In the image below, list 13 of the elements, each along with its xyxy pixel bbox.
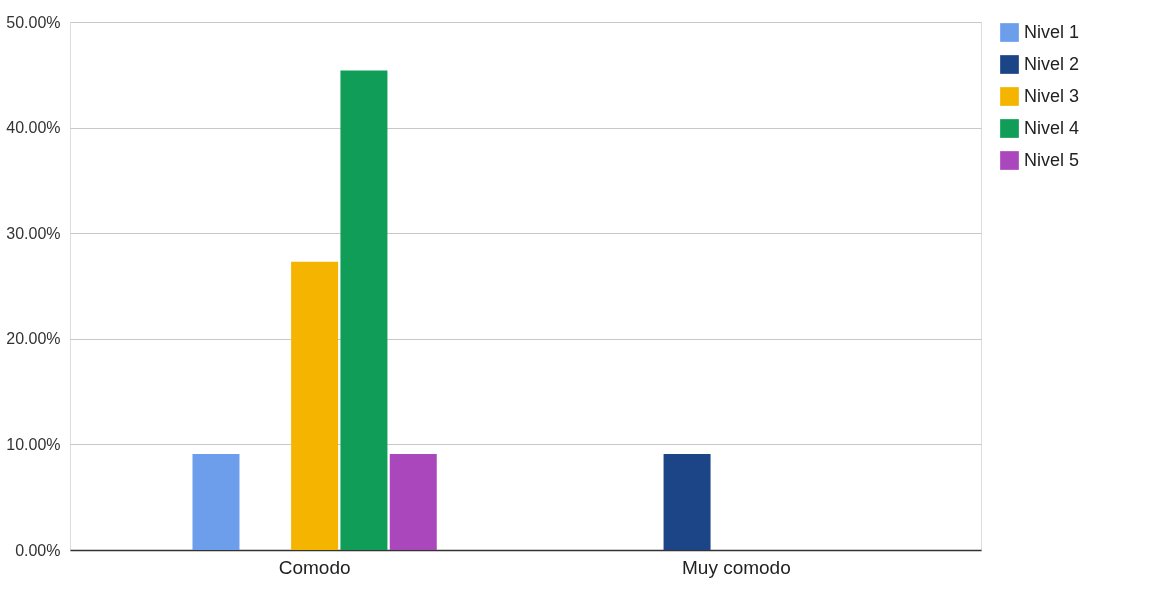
x-tick-label: Muy comodo (681, 556, 791, 578)
y-tick-label: 0.00% (15, 541, 61, 559)
y-tick-label: 10.00% (6, 435, 61, 453)
y-tick-label: 40.00% (6, 119, 61, 137)
y-tick-label: 30.00% (6, 224, 61, 242)
legend-label: Nivel 1 (1024, 21, 1080, 42)
legend-label: Nivel 5 (1024, 149, 1080, 170)
legend-label: Nivel 4 (1024, 117, 1080, 138)
legend-label: Nivel 3 (1024, 85, 1080, 106)
legend-label: Nivel 2 (1024, 53, 1080, 74)
y-tick-label: 50.00% (6, 13, 61, 31)
y-tick-label: 20.00% (6, 330, 61, 348)
x-tick-label: Comodo (278, 556, 351, 578)
